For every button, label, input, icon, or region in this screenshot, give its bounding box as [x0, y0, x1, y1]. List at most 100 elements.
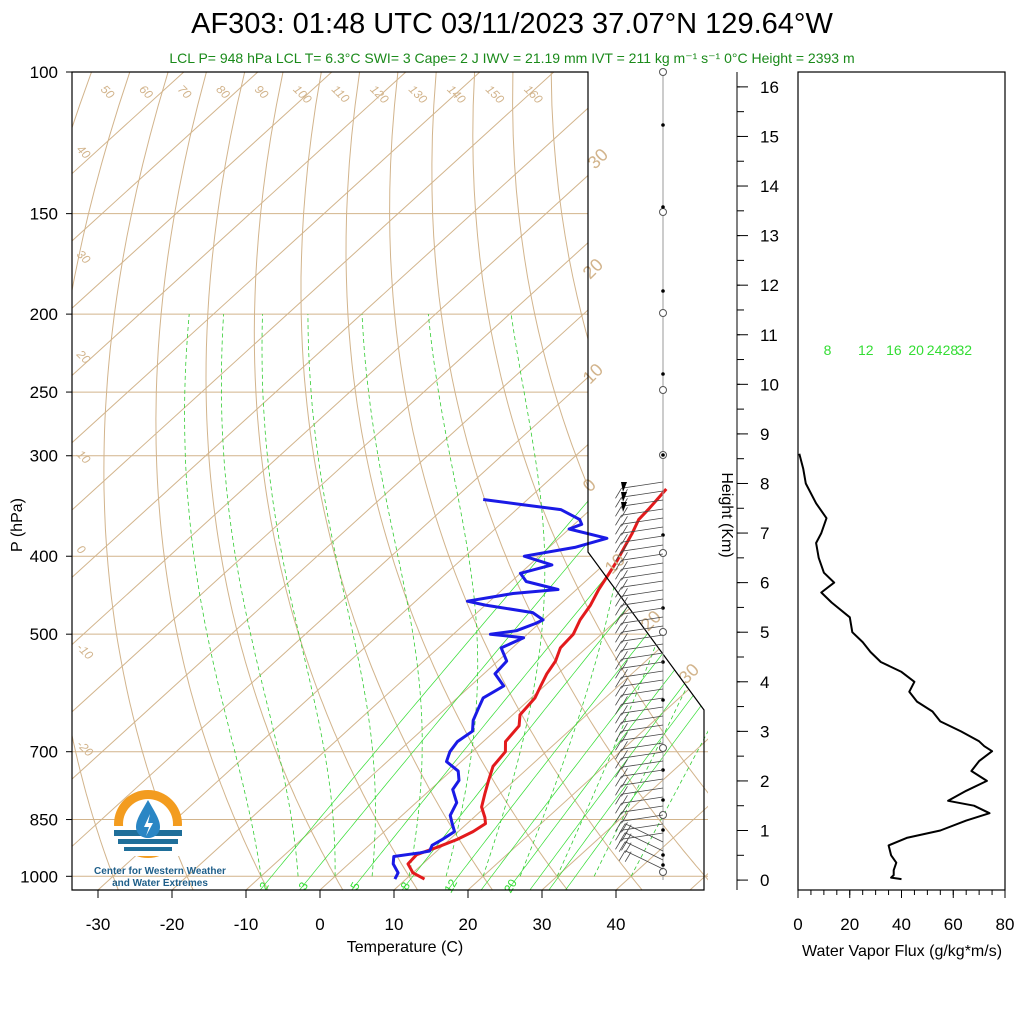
wind-barb — [625, 850, 664, 870]
height-tick-label: 16 — [760, 78, 779, 97]
isotherm — [72, 72, 185, 175]
isotherm — [72, 72, 333, 309]
height-tick-label: 8 — [760, 474, 769, 493]
wind-barb — [621, 499, 664, 507]
wind-barb — [621, 535, 664, 543]
wind-barb-feather — [621, 606, 628, 617]
isotherm-label: 40 — [74, 142, 94, 162]
wind-barb-feather — [621, 813, 628, 824]
wind-dot — [661, 372, 665, 376]
wind-barb-feather — [621, 687, 628, 698]
wind-dot — [661, 853, 665, 857]
mixing-ratio-line — [447, 557, 708, 890]
wind-barb — [621, 580, 664, 588]
calm-circle — [659, 868, 667, 876]
dry-adiabat — [300, 72, 493, 890]
calm-circle — [659, 744, 667, 752]
wind-barb-feather — [621, 516, 628, 527]
wind-dot — [661, 205, 665, 209]
wind-barb-feather — [621, 768, 628, 779]
moist-adiabat — [361, 314, 423, 877]
wind-barb — [621, 517, 664, 525]
moist-adiabat — [593, 641, 708, 877]
wind-barb — [621, 805, 664, 813]
wind-barb-feather — [615, 578, 622, 589]
wind-barb-feather — [615, 749, 622, 760]
height-axis-title: Height (Km) — [718, 472, 735, 557]
dewpoint-line — [391, 498, 609, 880]
wind-barbs — [615, 68, 667, 880]
height-tick-label: 2 — [760, 772, 769, 791]
mixing-ratio-label: 12 — [441, 876, 460, 895]
wind-barb-feather — [615, 551, 622, 562]
wind-barb-feather — [615, 515, 622, 526]
wind-barb-feather — [618, 832, 626, 843]
mixing-ratio-line — [565, 695, 708, 890]
logo-line-1: Center for Western Weather — [94, 866, 226, 877]
calm-circle — [659, 68, 667, 76]
wind-barb-feather — [621, 588, 628, 599]
skewt-border — [71, 71, 705, 891]
flux-x-axis-title: Water Vapor Flux (g/kg*m/s) — [802, 943, 1002, 960]
wind-barb — [621, 652, 664, 660]
wind-barb-feather — [615, 767, 622, 778]
dry-adiabat — [103, 72, 194, 890]
height-tick-label: 4 — [760, 673, 769, 692]
wind-barb-feather — [621, 696, 628, 707]
wind-barb — [625, 823, 664, 843]
calm-circle — [659, 628, 667, 636]
wind-barb-feather — [621, 615, 628, 626]
isotherm-label: -10 — [74, 640, 96, 662]
wind-barb-feather — [621, 669, 628, 680]
chart-title: AF303: 01:48 UTC 03/11/2023 37.07°N 129.… — [191, 8, 833, 40]
isotherm — [393, 603, 708, 890]
mixing-ratio-label: 20 — [501, 876, 520, 895]
wind-barb-feather — [621, 678, 628, 689]
moist-adiabat — [221, 314, 299, 877]
moist-adiabat — [427, 314, 479, 877]
wind-pennant — [621, 502, 627, 512]
wind-barb — [621, 769, 664, 777]
isotherm-label: 20 — [73, 347, 93, 367]
wind-barb-feather — [621, 723, 628, 734]
wind-barb-feather — [615, 542, 622, 553]
dry-adiabat — [703, 72, 708, 100]
wind-barb — [621, 724, 664, 732]
wind-barb-feather — [621, 714, 628, 725]
wind-barb-feather — [615, 704, 622, 715]
x-tick-label: -20 — [160, 915, 185, 934]
wind-barb — [621, 742, 664, 750]
wind-barb-feather — [615, 623, 622, 634]
isotherm — [72, 72, 259, 242]
wind-barb-feather — [615, 722, 622, 733]
dry-adiabat-label: 70 — [175, 82, 195, 102]
calm-circle — [659, 309, 667, 317]
wind-barb-feather — [615, 758, 622, 769]
dry-adiabat-label: 60 — [136, 82, 156, 102]
mixing-ratio-line — [259, 362, 708, 890]
dry-adiabat-label: 160 — [521, 82, 545, 106]
x-tick-label: -10 — [234, 915, 259, 934]
wind-barb — [621, 598, 664, 606]
wind-barb — [621, 760, 664, 768]
x-tick-label: 20 — [459, 915, 478, 934]
height-tick-label: 12 — [760, 276, 779, 295]
wind-barb-feather — [615, 488, 622, 499]
wind-barb-feather — [621, 507, 628, 518]
dry-adiabat — [72, 72, 131, 890]
y-tick-label: 850 — [30, 811, 58, 830]
notch-mask — [588, 72, 708, 710]
calm-circle — [659, 386, 667, 394]
moist-adiabat — [482, 314, 546, 877]
wind-barb — [625, 832, 664, 852]
mixing-ratio-line — [507, 626, 708, 890]
height-tick-label: 6 — [760, 574, 769, 593]
wind-barb-feather — [621, 579, 628, 590]
mixing-ratio-line — [529, 652, 708, 890]
wind-barb-feather — [615, 524, 622, 535]
wind-barb-feather — [621, 633, 628, 644]
dry-adiabat — [431, 72, 708, 881]
